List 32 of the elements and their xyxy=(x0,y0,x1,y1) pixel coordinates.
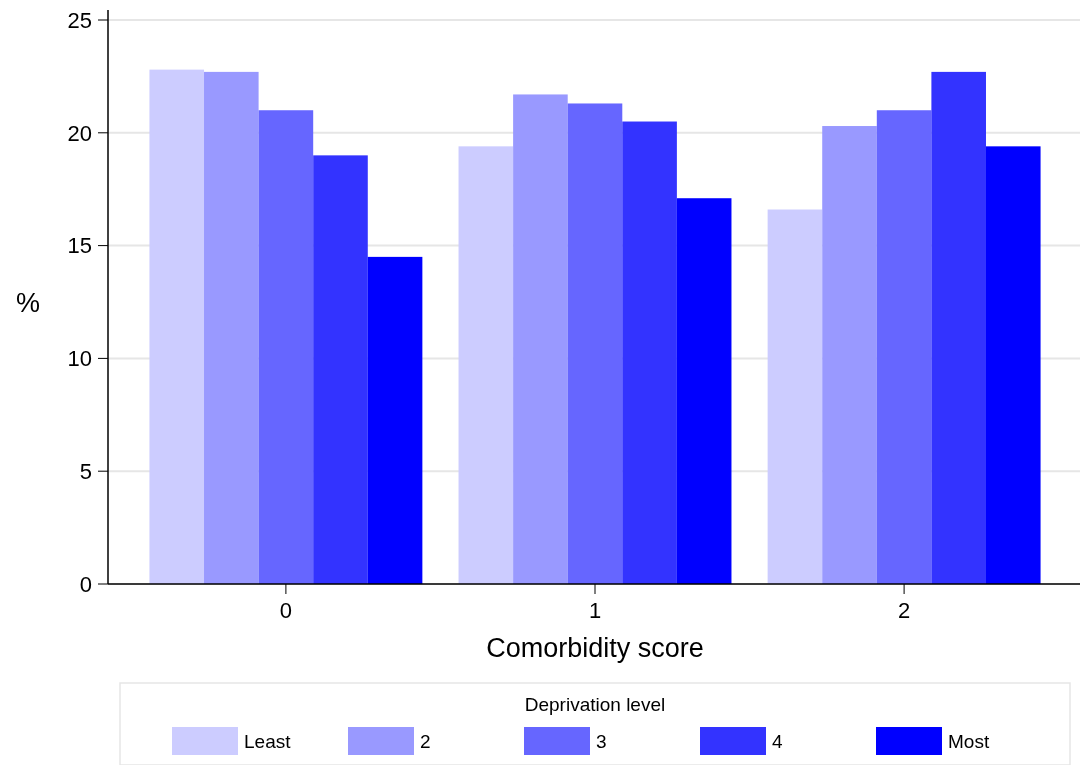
legend-label: Least xyxy=(244,731,292,752)
y-tick-label: 25 xyxy=(67,7,92,33)
legend-label: 3 xyxy=(596,731,607,752)
x-axis-title: Comorbidity score xyxy=(486,633,704,663)
bar xyxy=(822,126,877,584)
bar xyxy=(567,103,623,584)
bar xyxy=(313,155,368,584)
bar xyxy=(931,71,986,584)
bar xyxy=(367,256,423,584)
bar xyxy=(985,146,1041,584)
bar xyxy=(767,209,823,584)
bar xyxy=(876,110,932,584)
y-tick-label: 5 xyxy=(79,458,92,484)
x-tick-label: 0 xyxy=(279,598,293,623)
legend-label: Most xyxy=(948,731,990,752)
y-tick-label: 0 xyxy=(79,571,92,597)
y-axis-title: % xyxy=(15,288,41,318)
x-tick-label: 1 xyxy=(588,598,602,623)
bar xyxy=(513,94,568,584)
bar xyxy=(676,198,732,584)
x-tick-label: 2 xyxy=(897,598,911,623)
bar xyxy=(622,121,677,584)
y-tick-label: 15 xyxy=(67,233,92,259)
bar xyxy=(258,110,314,584)
legend-label: 2 xyxy=(420,731,431,752)
bar xyxy=(149,69,205,584)
y-tick-label: 20 xyxy=(67,120,92,146)
bar xyxy=(204,71,259,584)
legend-title: Deprivation level xyxy=(524,694,666,715)
y-tick-label: 10 xyxy=(67,346,92,372)
legend-label: 4 xyxy=(772,731,783,752)
bar xyxy=(458,146,514,584)
